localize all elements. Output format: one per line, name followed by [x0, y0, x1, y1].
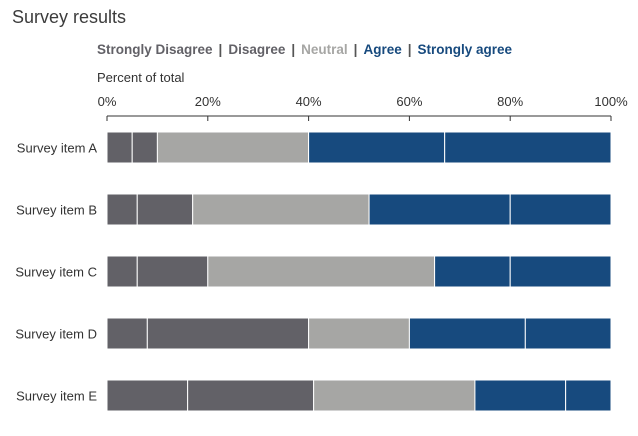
x-axis-title: Percent of total [97, 70, 185, 85]
bar-segment [192, 193, 370, 226]
x-tick-label: 0% [98, 94, 117, 109]
bar-segment [308, 317, 410, 350]
x-tick-label: 100% [594, 94, 628, 109]
legend-strongly-disagree: Strongly Disagree [97, 42, 213, 57]
category-label: Survey item E [16, 389, 97, 404]
bar-segment [146, 317, 310, 350]
bar-segment [131, 131, 158, 164]
bar-segment [106, 379, 189, 412]
legend-neutral: Neutral [301, 42, 348, 57]
legend-agree: Agree [363, 42, 402, 57]
category-label: Survey item D [15, 327, 97, 342]
bar-segment [136, 193, 194, 226]
bar-segment [187, 379, 315, 412]
bar-segment [106, 317, 148, 350]
bar-segment [106, 255, 138, 288]
legend-separator: | [291, 42, 296, 57]
x-tick-label: 60% [396, 94, 422, 109]
bar-segment [368, 193, 511, 226]
bar-segment [565, 379, 612, 412]
legend-strongly-agree: Strongly agree [417, 42, 513, 57]
bar-segment [408, 317, 526, 350]
bar-segment [474, 379, 567, 412]
chart-title: Survey results [12, 7, 127, 27]
bar-segment [156, 131, 310, 164]
legend-separator: | [353, 42, 358, 57]
legend: Strongly Disagree | Disagree | Neutral | Agree… [97, 42, 512, 57]
legend-separator: | [407, 42, 412, 57]
category-label: Survey item A [17, 141, 98, 156]
category-label: Survey item B [16, 203, 97, 218]
legend-disagree: Disagree [228, 42, 286, 57]
bar-segment [106, 131, 133, 164]
category-label: Survey item C [15, 265, 97, 280]
bar-segment [308, 131, 446, 164]
x-tick-label: 40% [296, 94, 322, 109]
bar-segment [106, 193, 138, 226]
bar-segment [509, 193, 612, 226]
x-tick-label: 20% [195, 94, 221, 109]
bar-segment [444, 131, 612, 164]
bar-segment [313, 379, 476, 412]
x-tick-label: 80% [497, 94, 523, 109]
legend-separator: | [218, 42, 223, 57]
bar-segment [509, 255, 612, 288]
bar-segment [207, 255, 436, 288]
bar-segment [136, 255, 209, 288]
bar-segment [434, 255, 511, 288]
bar-segment [524, 317, 612, 350]
